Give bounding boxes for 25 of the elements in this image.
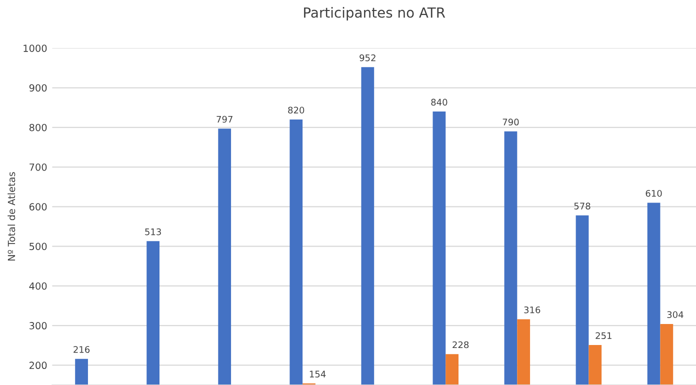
data-label: 610: [646, 190, 662, 197]
y-tick-label: 500: [30, 242, 47, 250]
data-label: 154: [310, 370, 326, 378]
y-tick-label: 700: [30, 164, 47, 171]
data-label: 820: [288, 106, 304, 114]
data-label: 228: [452, 341, 469, 348]
y-tick-label: 200: [29, 362, 47, 370]
y-tick-label: 400: [29, 282, 47, 290]
y-tick-label: 600: [29, 203, 47, 210]
data-label: 304: [667, 311, 684, 318]
data-label: 513: [145, 228, 161, 236]
y-axis-title: Nº Total de Atletas: [8, 172, 16, 261]
data-label: 790: [502, 118, 519, 126]
data-label: 840: [431, 98, 448, 106]
data-label: 316: [524, 306, 540, 314]
data-label: 578: [574, 202, 590, 210]
y-tick-label: 800: [29, 124, 47, 132]
chart-title: Participantes no ATR: [304, 7, 446, 20]
y-tick-label: 300: [30, 322, 47, 330]
data-label: 797: [216, 116, 232, 123]
data-label: 251: [596, 332, 612, 340]
y-tick-label: 1000: [24, 44, 47, 52]
data-label: 216: [74, 346, 90, 353]
data-label: 952: [360, 54, 376, 62]
y-tick-label: 900: [29, 84, 47, 92]
